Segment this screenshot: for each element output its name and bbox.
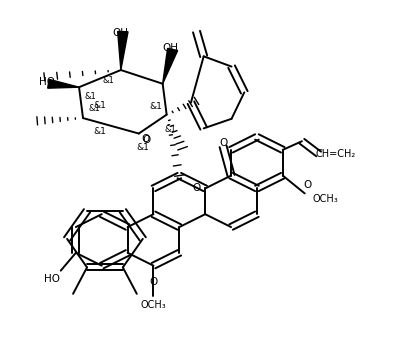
Polygon shape [117, 31, 128, 70]
Text: CH=CH₂: CH=CH₂ [315, 149, 356, 159]
Text: OCH₃: OCH₃ [313, 194, 339, 204]
Text: OCH₃: OCH₃ [141, 300, 166, 310]
Text: &1: &1 [94, 101, 107, 110]
Text: &1: &1 [150, 102, 162, 111]
Text: O: O [143, 135, 151, 145]
Text: O: O [150, 277, 158, 287]
Text: &1: &1 [94, 127, 107, 136]
Text: &1: &1 [136, 143, 149, 152]
Text: &1: &1 [102, 76, 114, 85]
Text: HO: HO [44, 274, 60, 283]
Text: OH: OH [163, 43, 178, 53]
Text: O: O [142, 134, 150, 144]
Polygon shape [48, 79, 79, 88]
Polygon shape [163, 48, 178, 84]
Text: &1: &1 [84, 92, 96, 101]
Text: HO: HO [39, 77, 55, 87]
Text: O: O [219, 138, 227, 148]
Text: OH: OH [113, 28, 129, 38]
Text: &1: &1 [88, 104, 100, 113]
Text: O: O [304, 180, 312, 190]
Text: &1: &1 [165, 125, 176, 134]
Text: O: O [192, 183, 200, 193]
